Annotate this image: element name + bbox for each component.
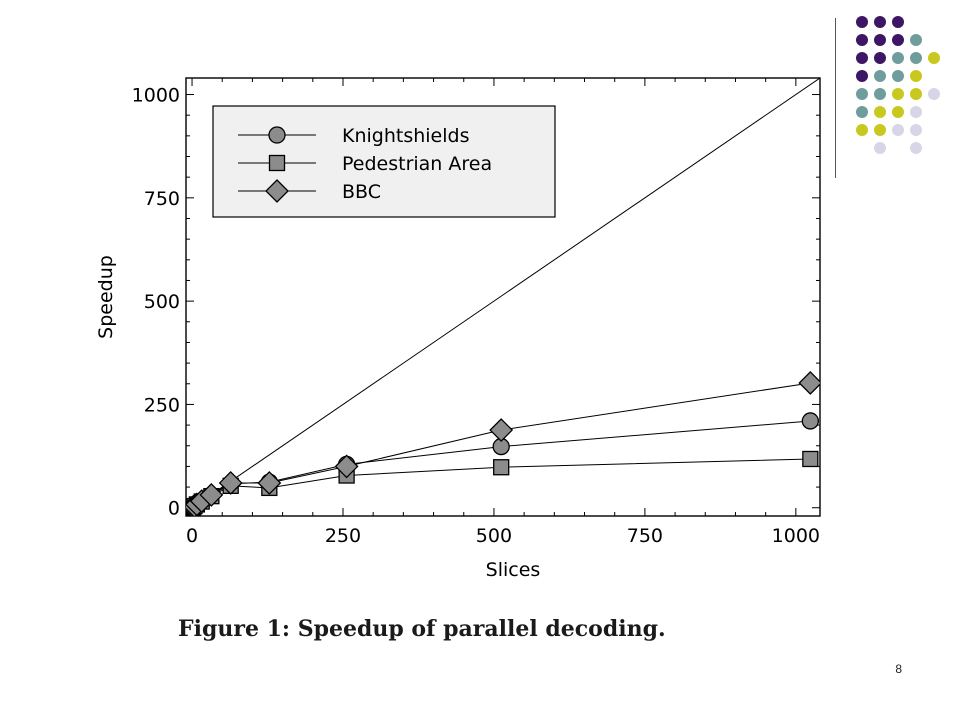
ideal-speedup-line: [191, 78, 820, 509]
x-tick-label: 250: [325, 525, 361, 547]
decorative-dot: [856, 52, 868, 64]
figure-caption: Figure 1: Speedup of parallel decoding.: [178, 616, 666, 642]
data-point-square: [802, 450, 819, 468]
decorative-dot-grid: [856, 16, 940, 154]
data-point-diamond: [798, 371, 820, 395]
decorative-dot: [910, 52, 922, 64]
decorative-dot: [892, 88, 904, 100]
decorative-dot: [910, 88, 922, 100]
legend: Knightshields Pedestrian Area BBC: [212, 105, 556, 218]
decorative-dot: [892, 34, 904, 46]
decorative-dot: [856, 124, 868, 136]
decorative-dot: [874, 106, 886, 118]
decorative-divider: [835, 18, 836, 178]
data-point-diamond: [218, 471, 243, 495]
decorative-dot: [928, 88, 940, 100]
data-point-diamond: [334, 454, 359, 479]
decorative-dot: [874, 34, 886, 46]
decorative-dot: [892, 16, 904, 28]
y-tick-label: 0: [168, 498, 180, 520]
plot-frame: [185, 77, 821, 517]
decorative-dot: [874, 142, 886, 154]
x-tick-label: 500: [476, 525, 512, 547]
decorative-dot: [892, 52, 904, 64]
decorative-dot: [910, 124, 922, 136]
legend-label: Pedestrian Area: [342, 153, 492, 175]
legend-marker-diamond: [265, 179, 289, 203]
decorative-dot: [910, 142, 922, 154]
decorative-dot: [874, 124, 886, 136]
x-tick-label: 750: [627, 525, 663, 547]
y-tick-label: 250: [144, 394, 180, 416]
y-tick-label: 750: [144, 188, 180, 210]
page-number: 8: [895, 662, 902, 676]
decorative-dot: [856, 16, 868, 28]
decorative-dot: [892, 106, 904, 118]
decorative-dot: [874, 70, 886, 82]
legend-label: Knightshields: [342, 125, 469, 147]
speedup-chart: 0 250 500 750 1000 0 250 500 750 1000 Slices Speedu…: [95, 77, 821, 581]
decorative-dot: [856, 106, 868, 118]
legend-marker-square: [268, 154, 286, 172]
decorative-dot: [892, 70, 904, 82]
plot-area: [186, 78, 820, 516]
data-point-diamond: [257, 471, 282, 495]
decorative-dot: [856, 70, 868, 82]
decorative-dot: [856, 34, 868, 46]
decorative-dot: [874, 16, 886, 28]
x-tick-label: 0: [186, 525, 198, 547]
data-point-diamond: [489, 418, 514, 442]
decorative-dot: [910, 34, 922, 46]
decorative-dot: [892, 124, 904, 136]
data-point-square: [493, 459, 510, 476]
data-point-diamond: [199, 483, 224, 507]
decorative-dot: [874, 88, 886, 100]
decorative-dot: [874, 52, 886, 64]
data-point-circle: [801, 412, 819, 430]
x-axis-label: Slices: [486, 559, 541, 581]
legend-label: BBC: [342, 181, 381, 203]
decorative-dot: [910, 70, 922, 82]
legend-marker-circle: [268, 126, 286, 144]
y-tick-label: 500: [144, 291, 180, 313]
y-tick-label: 1000: [132, 85, 180, 107]
y-axis-label: Speedup: [95, 255, 117, 339]
x-tick-label: 1000: [772, 525, 820, 547]
decorative-dot: [910, 106, 922, 118]
decorative-dot: [856, 88, 868, 100]
decorative-dot: [928, 52, 940, 64]
